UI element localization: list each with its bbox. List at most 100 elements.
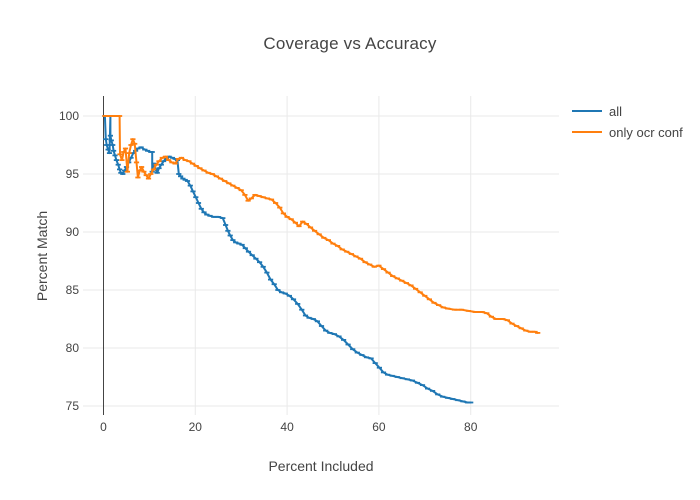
- series-marker-all: [182, 178, 188, 181]
- series-marker-only-ocr-conf: [226, 182, 232, 185]
- series-marker-only-ocr-conf: [500, 318, 506, 320]
- series-marker-only-ocr-conf: [117, 115, 123, 117]
- series-marker-only-ocr-conf: [166, 159, 172, 161]
- y-tick-label-95: 95: [66, 167, 80, 181]
- series-marker-only-ocr-conf: [264, 197, 270, 200]
- series-marker-all: [253, 257, 259, 260]
- series-marker-all: [158, 163, 164, 166]
- series-marker-only-ocr-conf: [135, 176, 141, 179]
- y-tick-label-85: 85: [66, 283, 80, 297]
- series-marker-only-ocr-conf: [440, 306, 446, 309]
- series-marker-all: [435, 393, 441, 396]
- series-marker-only-ocr-conf: [242, 194, 248, 196]
- series-marker-all: [215, 216, 221, 218]
- series-marker-only-ocr-conf: [102, 115, 108, 117]
- y-tick-label-80: 80: [66, 341, 80, 355]
- series-marker-all: [154, 171, 160, 174]
- series-marker-all: [195, 202, 202, 204]
- series-marker-only-ocr-conf: [169, 161, 175, 164]
- series-marker-only-ocr-conf: [277, 206, 283, 209]
- series-marker-all: [460, 400, 466, 403]
- series-line-only-ocr-conf[interactable]: [103, 115, 539, 334]
- series-marker-all: [128, 156, 134, 159]
- series-marker-only-ocr-conf: [371, 265, 377, 268]
- series-marker-all: [135, 147, 141, 150]
- series-marker-only-ocr-conf: [130, 138, 136, 141]
- series-marker-all: [145, 149, 151, 152]
- x-tick-label-0: 0: [100, 420, 107, 434]
- series-marker-only-ocr-conf: [172, 162, 178, 165]
- series-marker-all: [295, 303, 301, 305]
- series-marker-only-ocr-conf: [431, 301, 437, 304]
- series-marker-only-ocr-conf: [413, 287, 419, 290]
- series-marker-only-ocr-conf: [137, 169, 143, 172]
- series-marker-only-ocr-conf: [121, 151, 127, 153]
- series-marker-all: [271, 283, 277, 286]
- series-marker-all: [190, 190, 196, 193]
- series-marker-only-ocr-conf: [186, 160, 192, 163]
- series-marker-only-ocr-conf: [213, 175, 219, 178]
- series-marker-only-ocr-conf: [156, 160, 162, 163]
- series-marker-all: [225, 229, 231, 232]
- series-marker-only-ocr-conf: [193, 165, 199, 167]
- series-marker-all: [399, 377, 405, 380]
- series-marker-all: [302, 314, 309, 317]
- series-marker-all: [445, 397, 451, 399]
- series-marker-only-ocr-conf: [119, 159, 125, 161]
- series-marker-all: [230, 239, 236, 241]
- legend-item-only-ocr-conf[interactable]: only ocr conf: [572, 124, 683, 140]
- series-marker-all: [106, 152, 113, 154]
- series-marker-only-ocr-conf: [445, 307, 451, 310]
- series-marker-all: [282, 292, 288, 295]
- series-marker-only-ocr-conf: [527, 330, 533, 333]
- series-marker-all: [211, 216, 217, 218]
- series-marker-all: [161, 160, 167, 163]
- series-marker-all: [385, 373, 391, 376]
- series-marker-only-ocr-conf: [417, 291, 423, 294]
- series-marker-only-ocr-conf: [105, 115, 111, 117]
- series-marker-all: [187, 184, 193, 187]
- series-marker-all: [455, 399, 461, 402]
- series-marker-all: [425, 387, 431, 390]
- series-marker-only-ocr-conf: [390, 275, 396, 277]
- series-marker-only-ocr-conf: [128, 144, 134, 146]
- series-marker-only-ocr-conf: [256, 195, 262, 197]
- series-marker-only-ocr-conf: [234, 187, 240, 189]
- series-marker-only-ocr-conf: [273, 202, 279, 204]
- series-marker-all: [180, 177, 186, 180]
- x-axis-title: Percent Included: [268, 458, 374, 474]
- series-marker-all: [117, 168, 123, 171]
- series-marker-only-ocr-conf: [518, 327, 524, 330]
- series-marker-all: [345, 343, 351, 346]
- series-marker-all: [201, 211, 207, 214]
- series-marker-all: [227, 234, 233, 237]
- series-marker-only-ocr-conf: [201, 169, 207, 172]
- series-marker-only-ocr-conf: [143, 174, 149, 177]
- series-marker-all: [169, 156, 175, 159]
- legend-line-swatch-all: [572, 110, 602, 112]
- series-marker-all: [310, 318, 316, 320]
- y-tick-label-75: 75: [66, 399, 80, 413]
- series-marker-all: [359, 354, 365, 356]
- series-marker-only-ocr-conf: [182, 159, 188, 161]
- series-marker-all: [380, 371, 387, 374]
- series-marker-only-ocr-conf: [260, 196, 266, 199]
- legend-item-all[interactable]: all: [572, 103, 683, 119]
- series-marker-only-ocr-conf: [230, 184, 236, 187]
- x-tick-label-40: 40: [280, 420, 294, 434]
- series-marker-all: [299, 308, 305, 311]
- series-marker-only-ocr-conf: [316, 233, 322, 236]
- series-marker-all: [327, 332, 333, 334]
- series-marker-only-ocr-conf: [479, 311, 485, 313]
- series-marker-all: [138, 146, 144, 149]
- series-marker-only-ocr-conf: [362, 261, 368, 264]
- series-marker-only-ocr-conf: [523, 329, 529, 332]
- series-marker-only-ocr-conf: [252, 194, 258, 196]
- series-marker-all: [118, 171, 124, 174]
- series-marker-all: [404, 378, 410, 381]
- series-marker-only-ocr-conf: [426, 298, 432, 301]
- series-marker-only-ocr-conf: [357, 257, 364, 260]
- series-marker-only-ocr-conf: [348, 253, 354, 255]
- series-marker-all: [103, 138, 109, 141]
